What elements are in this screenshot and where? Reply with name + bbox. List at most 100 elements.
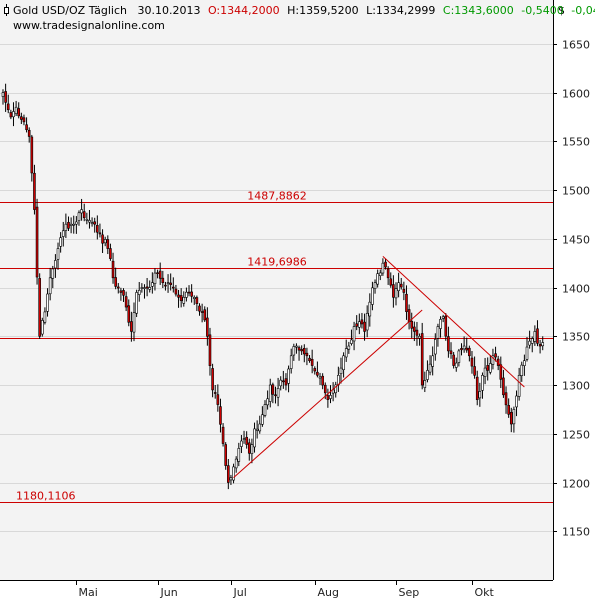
candle-body xyxy=(180,295,182,300)
candle-body xyxy=(309,358,311,361)
candle-body xyxy=(62,231,64,237)
candle xyxy=(41,318,43,337)
candle-body xyxy=(303,348,305,354)
candle-body xyxy=(65,224,67,230)
candle-body xyxy=(316,372,318,375)
candle-body xyxy=(73,224,75,225)
candle-body xyxy=(508,405,510,414)
candle-body xyxy=(68,222,70,228)
y-tick-label: 1300 xyxy=(562,380,590,393)
candle-body xyxy=(162,278,164,283)
candle-body xyxy=(5,91,7,102)
candle-body xyxy=(193,297,195,298)
candle xyxy=(36,199,38,285)
candle-body xyxy=(282,381,284,382)
candle-body xyxy=(12,112,14,117)
candle-body xyxy=(94,222,96,224)
candle-body xyxy=(157,273,159,274)
candle-body xyxy=(466,348,468,350)
candle-body xyxy=(516,396,518,407)
candle-body xyxy=(534,331,536,341)
candle-body xyxy=(274,395,276,396)
candle-body xyxy=(154,273,156,284)
candle-body xyxy=(476,377,478,400)
candle-body xyxy=(542,343,544,346)
candle-body xyxy=(539,344,541,346)
candle-body xyxy=(109,249,111,259)
candle-body xyxy=(219,407,221,425)
x-tick-label: Sep xyxy=(399,586,420,599)
candle-body xyxy=(481,375,483,390)
candle-body xyxy=(196,298,198,304)
candle-body xyxy=(15,107,17,113)
candle-body xyxy=(175,289,177,294)
candle-body xyxy=(178,295,180,297)
candle-body xyxy=(361,320,363,324)
y-tick-label: 1500 xyxy=(562,185,590,198)
header-high: H:1359,5200 xyxy=(287,4,358,17)
candle-body xyxy=(293,346,295,355)
candle-body xyxy=(57,249,59,260)
candle-body xyxy=(2,93,4,97)
header-open: O:1344,2000 xyxy=(208,4,280,17)
candle-body xyxy=(248,443,250,453)
candle-body xyxy=(324,385,326,393)
candle-body xyxy=(33,173,35,209)
candle-body xyxy=(502,378,504,395)
candle-body xyxy=(217,395,219,405)
candle-body xyxy=(31,137,33,173)
svg-text:Gold USD/OZ Täglich 30: Gold USD/OZ Täglich 30.10.2013 O:1344,20… xyxy=(13,4,595,17)
candle-body xyxy=(471,358,473,366)
candle-body xyxy=(405,294,407,311)
candle-body xyxy=(104,239,106,242)
candle-body xyxy=(429,364,431,372)
candle-body xyxy=(235,459,237,468)
candle-body xyxy=(330,395,332,398)
candle-body xyxy=(86,219,88,220)
candle-body xyxy=(487,365,489,370)
candle-body xyxy=(322,376,324,385)
candle-body xyxy=(209,335,211,366)
candle-body xyxy=(52,269,54,278)
candle-body xyxy=(88,220,90,222)
candle-body xyxy=(343,356,345,370)
header-change: -0,5400 xyxy=(521,4,563,17)
candle-body xyxy=(26,125,28,130)
candle-body xyxy=(442,317,444,319)
candle-body xyxy=(254,429,256,447)
y-tick-label: 1150 xyxy=(562,526,590,539)
candle-body xyxy=(285,379,287,385)
candle-body xyxy=(521,365,523,375)
candle-body xyxy=(479,391,481,397)
candle-body xyxy=(191,292,193,296)
candle-body xyxy=(117,287,119,288)
candle-body xyxy=(416,330,418,335)
candle-body xyxy=(531,339,533,344)
candle-body xyxy=(523,361,525,366)
candle xyxy=(136,290,138,317)
header-low: L:1334,2999 xyxy=(366,4,435,17)
candle-body xyxy=(340,368,342,374)
candle-body xyxy=(78,213,80,221)
candle-body xyxy=(60,238,62,247)
candle-body xyxy=(138,290,140,294)
candle xyxy=(233,464,235,484)
candle-body xyxy=(421,334,423,386)
x-tick-label: Jun xyxy=(160,586,178,599)
candle-body xyxy=(185,292,187,297)
candle-body xyxy=(204,310,206,320)
level-label: 1419,6986 xyxy=(247,256,307,269)
candle-body xyxy=(269,385,271,401)
candle-body xyxy=(306,353,308,356)
candle-body xyxy=(264,405,266,416)
candle-body xyxy=(434,339,436,354)
candle-body xyxy=(149,288,151,290)
candle-body xyxy=(81,210,83,213)
candle-body xyxy=(261,415,263,425)
candle-body xyxy=(128,306,130,323)
y-tick-label: 1450 xyxy=(562,234,590,247)
candle-body xyxy=(390,279,392,285)
candle-body xyxy=(379,273,381,276)
candle-body xyxy=(280,380,282,386)
x-tick-label: Jul xyxy=(233,586,247,599)
